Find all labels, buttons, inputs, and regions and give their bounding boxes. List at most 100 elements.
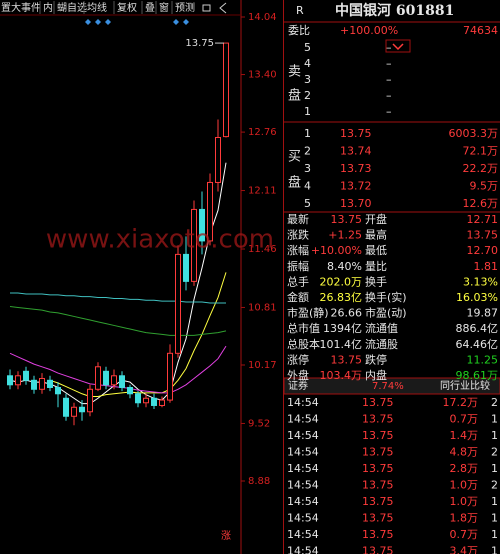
tick-volume: 2.8万 <box>450 462 479 475</box>
stat-label: 流通值 <box>365 321 398 335</box>
weibi-value: 74634 <box>463 24 498 37</box>
tick-time: 14:54 <box>287 528 319 541</box>
expand-arrow[interactable] <box>392 43 404 51</box>
toolbar-button[interactable]: 均线 <box>87 1 107 14</box>
tick-count: 1 <box>491 512 498 525</box>
tick-price: 13.75 <box>362 495 394 508</box>
limit-up-marker: 涨 <box>221 530 231 542</box>
price-tick-label: 11.46 <box>248 244 277 255</box>
marker <box>183 19 189 25</box>
candle-body <box>215 136 221 183</box>
marker <box>85 19 91 25</box>
buy-level: 2 <box>304 145 311 158</box>
tab-bar <box>283 377 500 395</box>
candle-body <box>95 366 101 390</box>
stat-value: +1.25 <box>328 229 362 242</box>
stat-value: 26.66 <box>331 307 363 320</box>
buy-price: 13.72 <box>340 180 372 193</box>
toolbar-button[interactable]: 叠 <box>145 2 155 14</box>
stat-value: 8.40% <box>327 260 362 273</box>
stat-value: 19.87 <box>467 307 499 320</box>
candle-body <box>167 352 173 401</box>
buy-volume: 9.5万 <box>470 180 499 193</box>
tick-price: 13.75 <box>362 446 394 459</box>
candle-body <box>183 253 189 282</box>
price-tick-label: 10.17 <box>248 360 277 371</box>
buy-volume: 72.1万 <box>463 145 499 158</box>
candle-body <box>55 386 61 395</box>
prev-icon[interactable] <box>219 2 227 14</box>
sell-level: 2 <box>304 89 311 102</box>
expand-box[interactable] <box>385 39 411 53</box>
candle-body <box>127 386 133 395</box>
stat-value: 16.03% <box>456 291 498 304</box>
candle-body <box>199 208 205 242</box>
tick-volume: 1.0万 <box>450 479 479 492</box>
marker <box>173 19 179 25</box>
stat-value: 1394亿 <box>323 322 362 335</box>
stat-label: 最低 <box>365 244 387 257</box>
toolbar-button[interactable]: 置大事件 <box>1 1 41 14</box>
tab[interactable]: 同行业比较 <box>440 379 490 392</box>
weibi-label: 委比 <box>288 24 310 37</box>
candle-body <box>143 397 149 404</box>
stat-label: 振幅 <box>287 259 309 273</box>
moving-average <box>9 345 227 394</box>
candle-body <box>7 375 13 386</box>
candle-body <box>39 377 45 390</box>
tick-count: 1 <box>491 545 498 554</box>
stat-value: 1.81 <box>474 260 499 273</box>
tab[interactable]: 证券 <box>288 379 308 392</box>
toolbar-button[interactable]: 复权 <box>117 1 137 14</box>
tick-volume: 3.4万 <box>450 545 479 554</box>
buy-volume: 12.6万 <box>463 197 499 210</box>
stat-value: 3.13% <box>463 275 498 288</box>
tick-volume: 0.7万 <box>450 413 479 426</box>
stat-label: 涨跌 <box>287 228 309 242</box>
lock-icon[interactable] <box>202 4 211 12</box>
candle-body <box>87 388 93 413</box>
tick-time: 14:54 <box>287 446 319 459</box>
toolbar-button[interactable]: 蝴自选 <box>57 1 87 14</box>
moving-average <box>9 306 227 336</box>
buy-level: 1 <box>304 127 311 140</box>
stat-value: 11.25 <box>467 353 499 366</box>
tick-count: 1 <box>491 429 498 442</box>
marker <box>105 19 111 25</box>
candle-body <box>111 375 117 386</box>
tick-price: 13.75 <box>362 396 394 409</box>
toolbar-markers <box>85 19 189 25</box>
price-tick-label: 13.40 <box>248 70 277 81</box>
sell-price: – <box>386 57 392 70</box>
moving-average <box>9 162 227 405</box>
stat-value: 13.75 <box>467 229 499 242</box>
tick-time: 14:54 <box>287 479 319 492</box>
stat-value: +10.00% <box>311 244 362 257</box>
candle-body <box>135 393 141 404</box>
stat-label: 市盈(静) <box>287 306 329 320</box>
sell-side-label: 盘 <box>288 88 301 104</box>
toolbar-button[interactable]: 内 <box>43 1 53 14</box>
weibi-pct: +100.00% <box>340 24 398 37</box>
sell-level: 1 <box>304 105 311 118</box>
panel-mark: R <box>296 4 304 17</box>
stat-label: 外盘 <box>287 368 309 382</box>
candle-body <box>23 370 29 381</box>
buy-price: 13.75 <box>340 127 372 140</box>
tab[interactable]: 7.74% <box>372 381 404 392</box>
tick-price: 13.75 <box>362 479 394 492</box>
sell-price: – <box>386 73 392 86</box>
buy-side-label: 盘 <box>288 175 301 191</box>
stat-label: 总股本 <box>287 337 320 351</box>
sell-price: – <box>386 105 392 118</box>
buy-level: 4 <box>304 180 311 193</box>
toolbar-button[interactable]: 窗 <box>159 1 169 14</box>
toolbar-button[interactable]: 预测 <box>175 1 195 14</box>
candle-body <box>191 208 197 282</box>
sell-price: – <box>386 89 392 102</box>
tick-time: 14:54 <box>287 429 319 442</box>
marker <box>95 19 101 25</box>
tick-price: 13.75 <box>362 512 394 525</box>
stock-title: 中国银河 601881 <box>335 2 454 19</box>
